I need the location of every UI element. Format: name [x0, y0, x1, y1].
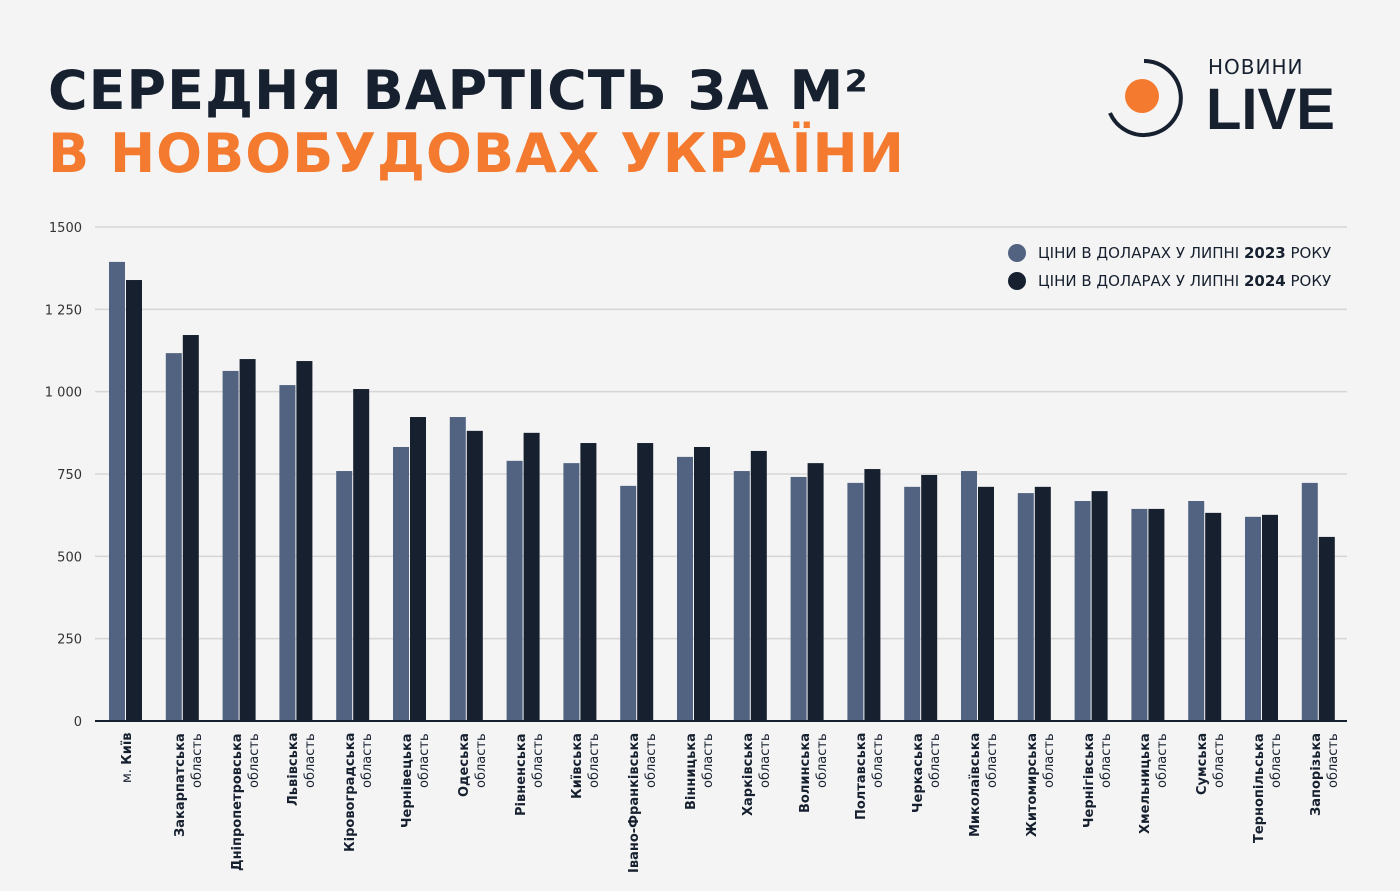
bar-2023 — [1245, 516, 1261, 721]
x-tick-label: м. Київ — [120, 733, 135, 784]
novyny-live-logo: НОВИНИ LIVE — [1104, 56, 1364, 140]
bar-2023 — [1131, 508, 1148, 721]
bar-2023 — [790, 476, 807, 721]
bar-2024 — [296, 361, 313, 721]
bar-2023 — [1188, 501, 1205, 721]
y-tick-label: 750 — [57, 468, 82, 483]
x-tick-label: Чернігівська область — [1081, 733, 1114, 829]
x-tick-label: Дніпропетровська область — [229, 733, 262, 871]
legend-item-2023: ЦІНИ В ДОЛАРАХ У ЛИПНІ 2023 РОКУ — [1008, 244, 1331, 262]
bar-2024 — [637, 443, 654, 721]
x-tick-label: Сумська область — [1195, 733, 1228, 796]
bar-2024 — [1091, 491, 1108, 721]
bar-2024 — [182, 335, 199, 721]
y-tick-label: 500 — [57, 550, 82, 565]
bar-2024 — [126, 280, 142, 721]
x-tick-label: Миколаївська область — [968, 733, 1000, 838]
bar-2024 — [466, 430, 483, 721]
y-tick-label: 1 250 — [45, 303, 82, 318]
x-tick-label: Івано-Франківська область — [627, 733, 660, 874]
logo-circle-icon — [1108, 59, 1183, 137]
legend-label-2023: ЦІНИ В ДОЛАРАХ У ЛИПНІ 2023 РОКУ — [1038, 244, 1332, 262]
x-tick-label: Чернівецька область — [400, 733, 432, 828]
x-tick-label: Волинська область — [797, 733, 830, 813]
bar-2023 — [336, 471, 353, 721]
bar-2023 — [506, 460, 523, 721]
title-line-2: В НОВОБУДОВАХ УКРАЇНИ — [48, 122, 905, 185]
bar-2023 — [393, 446, 409, 721]
bar-2024 — [807, 463, 824, 721]
bar-2024 — [864, 469, 881, 721]
bar-2023 — [677, 456, 693, 721]
y-tick-label: 1 000 — [45, 386, 82, 401]
x-tick-label: Полтавська область — [854, 733, 887, 821]
bar-2024 — [410, 417, 426, 721]
x-tick-label: Кіровоградська область — [343, 733, 376, 853]
x-tick-label: Тернопільська область — [1252, 733, 1284, 843]
title-line-1: СЕРЕДНЯ ВАРТІСТЬ ЗА М² — [48, 59, 869, 122]
legend-label-2024: ЦІНИ В ДОЛАРАХ У ЛИПНІ 2024 РОКУ — [1038, 272, 1332, 290]
bar-2023 — [165, 353, 182, 721]
x-tick-label: Київська область — [570, 733, 603, 799]
bar-2024 — [921, 474, 938, 721]
x-tick-label: Запорізька область — [1308, 733, 1341, 817]
bar-2023 — [733, 471, 750, 721]
bar-2023 — [222, 370, 239, 721]
bar-2023 — [904, 486, 921, 721]
x-tick-label: Львівська область — [286, 733, 319, 807]
bar-2023 — [449, 417, 466, 721]
bar-2023 — [1017, 493, 1034, 721]
bar-2023 — [620, 485, 637, 721]
logo-text-main: LIVE — [1206, 77, 1335, 142]
x-tick-label: Хмельницька область — [1138, 733, 1171, 834]
bar-2023 — [563, 463, 580, 721]
x-tick-label: Житомирська область — [1024, 733, 1057, 838]
bar-2024 — [353, 389, 370, 721]
bar-2024 — [1205, 512, 1222, 721]
legend-dot-2023 — [1008, 244, 1026, 262]
bar-2024 — [239, 359, 256, 721]
bar-2023 — [109, 261, 125, 721]
bar-2024 — [750, 450, 767, 721]
bar-2024 — [978, 486, 994, 721]
bar-2023 — [847, 482, 864, 721]
bar-2023 — [279, 385, 296, 721]
logo-text-top: НОВИНИ — [1208, 55, 1304, 79]
legend-dot-2024 — [1008, 272, 1026, 290]
bar-2023 — [1074, 501, 1091, 721]
x-tick-label: Черкаська область — [911, 733, 944, 813]
y-tick-label: 250 — [57, 633, 82, 648]
y-tick-label: 0 — [74, 715, 82, 730]
bar-2024 — [523, 432, 540, 721]
bar-2024 — [1318, 536, 1335, 721]
bar-2023 — [961, 471, 977, 721]
bar-2024 — [1262, 514, 1278, 721]
legend-item-2024: ЦІНИ В ДОЛАРАХ У ЛИПНІ 2024 РОКУ — [1008, 272, 1331, 290]
bar-2024 — [694, 446, 710, 721]
x-tick-label: Харківська область — [740, 733, 773, 817]
bar-2024 — [580, 443, 597, 721]
x-tick-label: Вінницька область — [684, 733, 716, 810]
x-tick-label: Рівненська область — [513, 733, 546, 816]
x-tick-label: Одеська область — [456, 733, 489, 797]
bar-2023 — [1301, 482, 1318, 721]
x-tick-label: Закарпатська область — [172, 733, 205, 837]
y-tick-label: 1500 — [49, 221, 82, 236]
bar-2024 — [1034, 486, 1051, 721]
bar-2024 — [1148, 508, 1165, 721]
